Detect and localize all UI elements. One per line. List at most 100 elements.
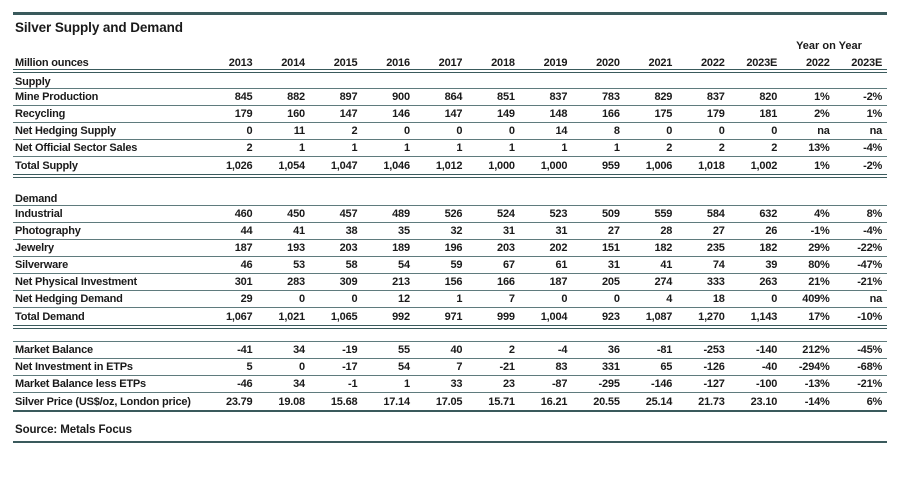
cell: 147: [339, 108, 358, 120]
row-label: Net Hedging Supply: [15, 125, 116, 137]
cell: 193: [287, 242, 305, 254]
cell: 17%: [808, 310, 830, 323]
table-row: Supply: [13, 73, 887, 89]
cell: 1,018: [698, 159, 725, 172]
cell: 23.10: [750, 395, 778, 408]
col-header-2013: 2013: [228, 57, 253, 69]
cell: -100: [755, 378, 778, 390]
cell: -14%: [804, 395, 830, 408]
cell: 2: [508, 344, 515, 356]
table-title: Silver Supply and Demand: [15, 20, 183, 35]
cell: 0: [718, 125, 725, 137]
cell: 1: [299, 142, 305, 154]
col-header-2017: 2017: [438, 57, 463, 69]
row-label: Silver Price (US$/oz, London price): [15, 395, 191, 408]
cell: 584: [706, 208, 725, 220]
cell: 559: [654, 208, 673, 220]
cell: 2: [718, 142, 725, 154]
table-row: Net Official Sector Sales 2 1 1 1 1 1 1 1 2 2 2 13% -…: [13, 140, 887, 157]
row-label: Demand: [15, 193, 58, 205]
row-label: Supply: [15, 76, 51, 88]
cell: 1,000: [488, 159, 515, 172]
cell: 1,065: [330, 310, 358, 323]
col-header-2014: 2014: [281, 57, 305, 69]
cell: 1,067: [225, 310, 253, 323]
cell: -295: [598, 378, 620, 390]
cell: 999: [497, 310, 515, 323]
cell: 1,006: [645, 159, 673, 172]
yoy-group-row: Year on Year: [13, 38, 887, 52]
cell: -21%: [857, 378, 883, 390]
cell: 992: [392, 310, 410, 323]
cell: 26: [765, 225, 778, 237]
cell: 1: [403, 378, 410, 390]
cell: 837: [549, 91, 568, 103]
col-header-2022: 2022: [805, 57, 830, 69]
cell: -87: [551, 378, 568, 390]
cell: 524: [497, 208, 515, 220]
cell: 203: [339, 242, 358, 254]
cell: 187: [549, 276, 568, 288]
cell: -45%: [857, 344, 883, 356]
cell: 65: [660, 361, 673, 373]
cell: 54: [398, 259, 410, 271]
cell: 147: [444, 108, 463, 120]
cell: -21: [499, 361, 516, 373]
row-label: Total Demand: [15, 310, 85, 323]
col-header-2020: 2020: [596, 57, 620, 69]
cell: 0: [508, 125, 515, 137]
table-row: Total Supply 1,026 1,054 1,047 1,046 1,012 1,0…: [13, 157, 887, 178]
cell: 15.68: [330, 395, 358, 408]
row-label: Mine Production: [15, 91, 99, 103]
cell: 203: [497, 242, 515, 254]
row-label: Market Balance: [15, 344, 93, 356]
cell: 1: [456, 142, 463, 154]
cell: 36: [607, 344, 620, 356]
cell: 80%: [808, 259, 830, 271]
cell: na: [869, 293, 883, 305]
table-body: Supply Mine Production 845 882 897 900 864 851 8…: [13, 73, 887, 412]
cell: -2%: [863, 91, 883, 103]
cell: -253: [703, 344, 725, 356]
row-label: Recycling: [15, 108, 66, 120]
cell: 897: [339, 91, 358, 103]
cell: 146: [392, 108, 410, 120]
cell: 2: [771, 142, 778, 154]
cell: 20.55: [593, 395, 620, 408]
cell: 523: [549, 208, 568, 220]
cell: 882: [287, 91, 305, 103]
cell: -46: [237, 378, 253, 390]
cell: 450: [287, 208, 305, 220]
cell: 1: [613, 142, 620, 154]
cell: 7: [508, 293, 515, 305]
cell: 2: [666, 142, 673, 154]
cell: 187: [234, 242, 253, 254]
cell: 1,026: [225, 159, 253, 172]
cell: 32: [450, 225, 463, 237]
cell: 1%: [814, 91, 830, 103]
cell: 212%: [802, 344, 830, 356]
table-row: Mine Production 845 882 897 900 864 851 837 783 8…: [13, 89, 887, 106]
cell: 274: [654, 276, 673, 288]
cell: 1,046: [383, 159, 410, 172]
cell: 8%: [866, 208, 883, 220]
cell: 18: [712, 293, 725, 305]
cell: 213: [392, 276, 410, 288]
cell: 156: [444, 276, 463, 288]
cell: 829: [654, 91, 673, 103]
cell: 54: [398, 361, 410, 373]
row-label: Net Hedging Demand: [15, 293, 123, 305]
table-row: Market Balance less ETPs -46 34 -1 1 33 23 -87 -…: [13, 376, 887, 393]
cell: -21%: [857, 276, 883, 288]
source-note: Source: Metals Focus: [13, 422, 887, 443]
row-label: Net Physical Investment: [15, 276, 137, 288]
cell: 202: [549, 242, 568, 254]
cell: -146: [651, 378, 673, 390]
cell: 29: [240, 293, 253, 305]
cell: -1%: [810, 225, 830, 237]
table-row: Silver Price (US$/oz, London price) 23.79…: [13, 393, 887, 412]
cell: 0: [299, 361, 305, 373]
cell: 460: [234, 208, 253, 220]
cell: 53: [293, 259, 305, 271]
cell: 1,002: [750, 159, 778, 172]
